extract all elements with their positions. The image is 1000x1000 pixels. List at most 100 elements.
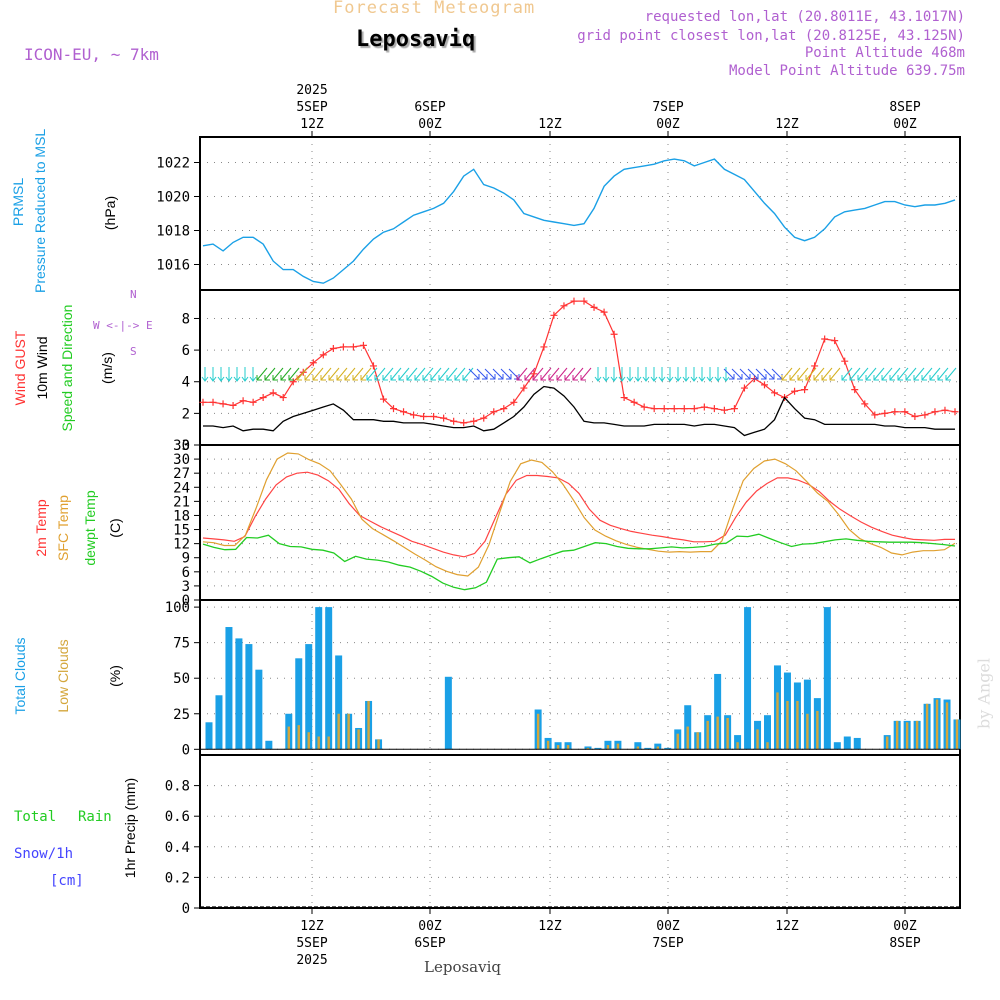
bottom-time-label: 00Z	[893, 919, 917, 934]
y-tick-label: 9	[182, 551, 190, 567]
total-cloud-bar	[853, 737, 861, 750]
wind-arrow	[360, 367, 372, 381]
gust-marker	[841, 357, 849, 365]
y-tick-label: 100	[165, 600, 190, 616]
sfc-temp-label: SFC Temp	[55, 495, 71, 561]
y-tick-label: 0	[182, 742, 190, 758]
total-cloud-bar	[245, 644, 253, 750]
y-tick-label: 0.2	[165, 870, 190, 886]
gridpoint-coords: grid point closest lon,lat (20.8125E, 43…	[577, 28, 965, 44]
wind-arrow	[881, 367, 893, 381]
low-cloud-bar	[736, 742, 739, 750]
percent-unit-label: (%)	[107, 665, 123, 687]
total-cloud-bar	[823, 607, 831, 750]
celsius-unit-label: (C)	[107, 518, 123, 538]
total-cloud-bar	[295, 658, 303, 750]
y-tick-label: 0.6	[165, 809, 190, 825]
model-label: ICON-EU, ~ 7km	[24, 45, 159, 64]
wind-arrow	[540, 367, 552, 381]
wind-arrow	[422, 367, 434, 381]
wind-arrow	[594, 367, 602, 382]
compass-we: W <-|-> E	[93, 319, 153, 332]
wind-arrow	[438, 367, 450, 381]
wind-arrow	[390, 367, 402, 381]
y-tick-label: 33	[173, 438, 190, 454]
gust-marker	[490, 408, 498, 416]
wind-arrow	[781, 367, 793, 381]
y-tick-label: 18	[173, 508, 190, 524]
gust-marker	[951, 408, 959, 416]
gust-marker	[309, 359, 317, 367]
wind-arrow	[763, 368, 775, 380]
wind-arrow	[336, 367, 348, 381]
y-tick-label: 1018	[156, 224, 190, 240]
gust-marker	[349, 343, 357, 351]
y-tick-label: 6	[182, 343, 190, 359]
gust-marker	[610, 330, 618, 338]
gust-marker	[720, 406, 728, 414]
precip-unit-label: 1hr Precip (mm)	[122, 777, 138, 879]
wind-arrow	[556, 367, 568, 381]
bottom-time-label: 12Z	[538, 919, 562, 934]
total-cloud-bar	[225, 627, 233, 750]
gust-marker	[861, 400, 869, 408]
gust-marker	[660, 405, 668, 413]
top-time-label: 00Z	[893, 117, 917, 132]
gust-marker	[279, 394, 287, 402]
top-time-label: 5SEP	[296, 100, 327, 115]
gust-marker	[881, 409, 889, 417]
bottom-time-label: 7SEP	[652, 936, 683, 951]
low-cloud-bar	[915, 720, 919, 750]
panel-frame	[199, 599, 961, 756]
wind-arrow	[233, 367, 241, 382]
wind-arrow	[352, 367, 364, 381]
wind-arrow	[398, 367, 410, 381]
wind-arrow	[572, 367, 584, 381]
low-clouds-label: Low Clouds	[55, 639, 71, 713]
wind-arrow	[666, 367, 674, 382]
gust-marker	[390, 405, 398, 413]
y-tick-label: 4	[182, 375, 190, 391]
wind-arrow	[580, 367, 592, 381]
wind-arrow	[320, 367, 332, 381]
y-tick-label: 24	[173, 480, 190, 496]
total-rain-label-a: Total	[14, 809, 57, 825]
low-cloud-bar	[945, 702, 949, 750]
top-time-label: 00Z	[656, 117, 680, 132]
wind-arrow	[829, 367, 841, 381]
wind-arrow	[500, 368, 512, 380]
top-time-label: 12Z	[775, 117, 799, 132]
bottom-time-label: 8SEP	[889, 936, 920, 951]
low-cloud-bar	[935, 699, 939, 750]
y-tick-label: 30	[173, 452, 190, 468]
top-time-label: 6SEP	[414, 100, 445, 115]
y-tick-label: 3	[182, 579, 190, 595]
y-tick-label: 1016	[156, 258, 190, 274]
top-time-label: 2025	[296, 83, 327, 98]
wind-arrow	[382, 367, 394, 381]
wind-arrow	[225, 367, 233, 382]
low-cloud-bar	[327, 736, 330, 750]
bottom-time-label: 12Z	[775, 919, 799, 934]
gust-marker	[620, 394, 628, 402]
total-cloud-bar	[644, 747, 652, 750]
watermark: by Angel	[974, 657, 994, 730]
gust-marker	[640, 403, 648, 411]
bottom-time-label: 00Z	[418, 919, 442, 934]
gust-marker	[269, 389, 277, 397]
low-cloud-bar	[616, 743, 620, 750]
y-tick-label: 0.8	[165, 779, 190, 795]
gust-marker	[590, 303, 598, 311]
wind-arrow	[328, 367, 340, 381]
low-cloud-bar	[756, 729, 759, 750]
wind-arrow	[406, 367, 418, 381]
low-cloud-bar	[606, 745, 610, 750]
wind-arrow	[304, 367, 316, 381]
wind-arrow	[296, 367, 308, 381]
total-cloud-bar	[843, 736, 851, 750]
gust-marker	[730, 405, 738, 413]
wind-arrow	[602, 367, 610, 382]
total-cloud-bar	[265, 740, 273, 750]
gust-marker	[811, 362, 819, 370]
wind-arrow	[532, 367, 544, 381]
